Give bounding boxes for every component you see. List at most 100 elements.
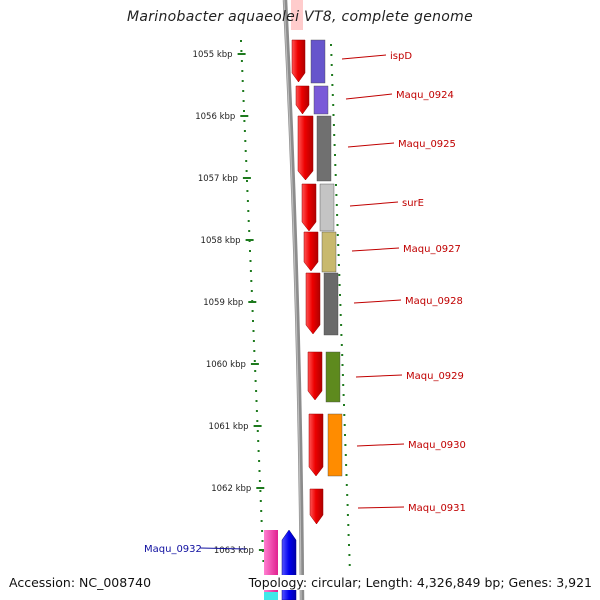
cds-arrow bbox=[308, 413, 324, 477]
gene-label[interactable]: Maqu_0924 bbox=[396, 90, 454, 101]
gc-dot bbox=[247, 220, 250, 222]
gc-dot bbox=[251, 310, 254, 312]
gc-dot bbox=[242, 100, 245, 102]
kbp-tick-label: 1062 kbp bbox=[211, 484, 251, 494]
gc-dot bbox=[336, 234, 339, 236]
gc-dot bbox=[256, 420, 259, 422]
gc-dot bbox=[348, 544, 350, 546]
gc-dot bbox=[340, 344, 343, 346]
gc-dot bbox=[340, 324, 343, 326]
gc-dot bbox=[255, 410, 258, 412]
gc-dot bbox=[244, 150, 247, 152]
gene-label[interactable]: Maqu_0925 bbox=[398, 139, 456, 150]
gene-label[interactable]: Maqu_0929 bbox=[406, 371, 464, 382]
gc-dot bbox=[249, 260, 252, 262]
gc-dot bbox=[258, 470, 261, 472]
gc-skew-track-left bbox=[240, 40, 265, 562]
gene-feature-block bbox=[321, 231, 337, 273]
gene-feature-block bbox=[319, 183, 335, 232]
gc-dot bbox=[342, 384, 345, 386]
gc-dot bbox=[346, 504, 349, 506]
gene-feature-block bbox=[264, 592, 278, 600]
cds-arrow bbox=[291, 0, 303, 30]
gc-dot bbox=[257, 450, 260, 452]
gc-dot bbox=[245, 170, 248, 172]
label-leader bbox=[355, 374, 403, 378]
gc-dot bbox=[348, 554, 351, 556]
gc-dot bbox=[341, 364, 344, 366]
gc-dot bbox=[260, 510, 263, 512]
gene-label[interactable]: Maqu_0930 bbox=[408, 440, 466, 451]
gc-dot bbox=[333, 134, 336, 136]
gc-dot bbox=[345, 474, 348, 476]
gene-label[interactable]: surE bbox=[402, 198, 424, 209]
label-leader bbox=[356, 443, 405, 447]
label-leader bbox=[351, 247, 400, 252]
gc-dot bbox=[247, 210, 250, 212]
gc-dot bbox=[257, 440, 260, 442]
gc-dot bbox=[252, 320, 254, 322]
gc-dot bbox=[330, 54, 333, 56]
kbp-tick-label: 1056 kbp bbox=[195, 112, 235, 122]
gc-dot bbox=[246, 200, 249, 202]
label-leader bbox=[357, 506, 405, 509]
genome-backbone-highlight bbox=[283, 0, 302, 600]
gc-dot bbox=[339, 304, 342, 306]
gc-dot bbox=[340, 334, 343, 336]
gc-dot bbox=[259, 500, 262, 502]
gc-dot bbox=[348, 564, 351, 566]
label-leader bbox=[347, 142, 395, 148]
kbp-tick-label: 1063 kbp bbox=[214, 546, 254, 556]
gc-dot bbox=[254, 380, 257, 382]
gc-dot bbox=[332, 104, 335, 106]
gene-label[interactable]: Maqu_0931 bbox=[408, 503, 466, 514]
cds-arrow bbox=[303, 231, 319, 272]
gc-dot bbox=[244, 140, 247, 142]
label-leader bbox=[341, 54, 387, 60]
gene-feature-block bbox=[325, 351, 341, 403]
gc-dot bbox=[252, 340, 255, 342]
gene-feature-block bbox=[323, 272, 339, 336]
gc-dot bbox=[347, 524, 350, 526]
cds-arrow bbox=[297, 115, 314, 181]
label-leader bbox=[345, 93, 393, 100]
genome-backbone bbox=[282, 0, 305, 600]
kbp-ticks: 1055 kbp 1056 kbp 1057 kbp 1058 kbp 1059 kbp… bbox=[193, 50, 267, 556]
gc-dot bbox=[333, 144, 336, 146]
cds-arrow bbox=[305, 272, 321, 335]
gc-dot bbox=[262, 560, 265, 562]
gc-dot bbox=[243, 130, 246, 132]
gc-dot bbox=[344, 454, 347, 456]
gc-dot bbox=[246, 180, 248, 182]
gc-dot bbox=[346, 494, 349, 496]
gc-dot bbox=[246, 190, 249, 192]
gc-dot bbox=[240, 60, 243, 62]
cds-arrow bbox=[309, 488, 324, 525]
topology-text: Topology: circular; Length: 4,326,849 bp… bbox=[246, 575, 594, 590]
gc-skew-track-right bbox=[330, 44, 351, 566]
gene-label[interactable]: Maqu_0928 bbox=[405, 296, 463, 307]
kbp-tick-label: 1060 kbp bbox=[206, 360, 246, 370]
gc-dot bbox=[337, 254, 340, 256]
gene-label[interactable]: Maqu_0927 bbox=[403, 244, 461, 255]
gene-label[interactable]: ispD bbox=[390, 51, 412, 62]
gc-dot bbox=[259, 490, 262, 492]
gene-label[interactable]: Maqu_0932 bbox=[144, 544, 202, 555]
gc-dot bbox=[343, 404, 345, 406]
gc-dot bbox=[240, 50, 243, 52]
gc-dot bbox=[344, 434, 346, 436]
gc-dot bbox=[258, 460, 261, 462]
gc-dot bbox=[332, 124, 335, 126]
gc-dot bbox=[338, 274, 341, 276]
gc-dot bbox=[330, 44, 332, 46]
gc-dot bbox=[249, 250, 251, 252]
gc-dot bbox=[258, 480, 261, 482]
gc-dot bbox=[250, 280, 253, 282]
gc-dot bbox=[331, 74, 334, 76]
kbp-tick-label: 1058 kbp bbox=[201, 236, 241, 246]
label-leader bbox=[199, 547, 247, 550]
gc-dot bbox=[331, 84, 334, 86]
gc-dot bbox=[249, 270, 252, 272]
gc-dot bbox=[335, 184, 337, 186]
